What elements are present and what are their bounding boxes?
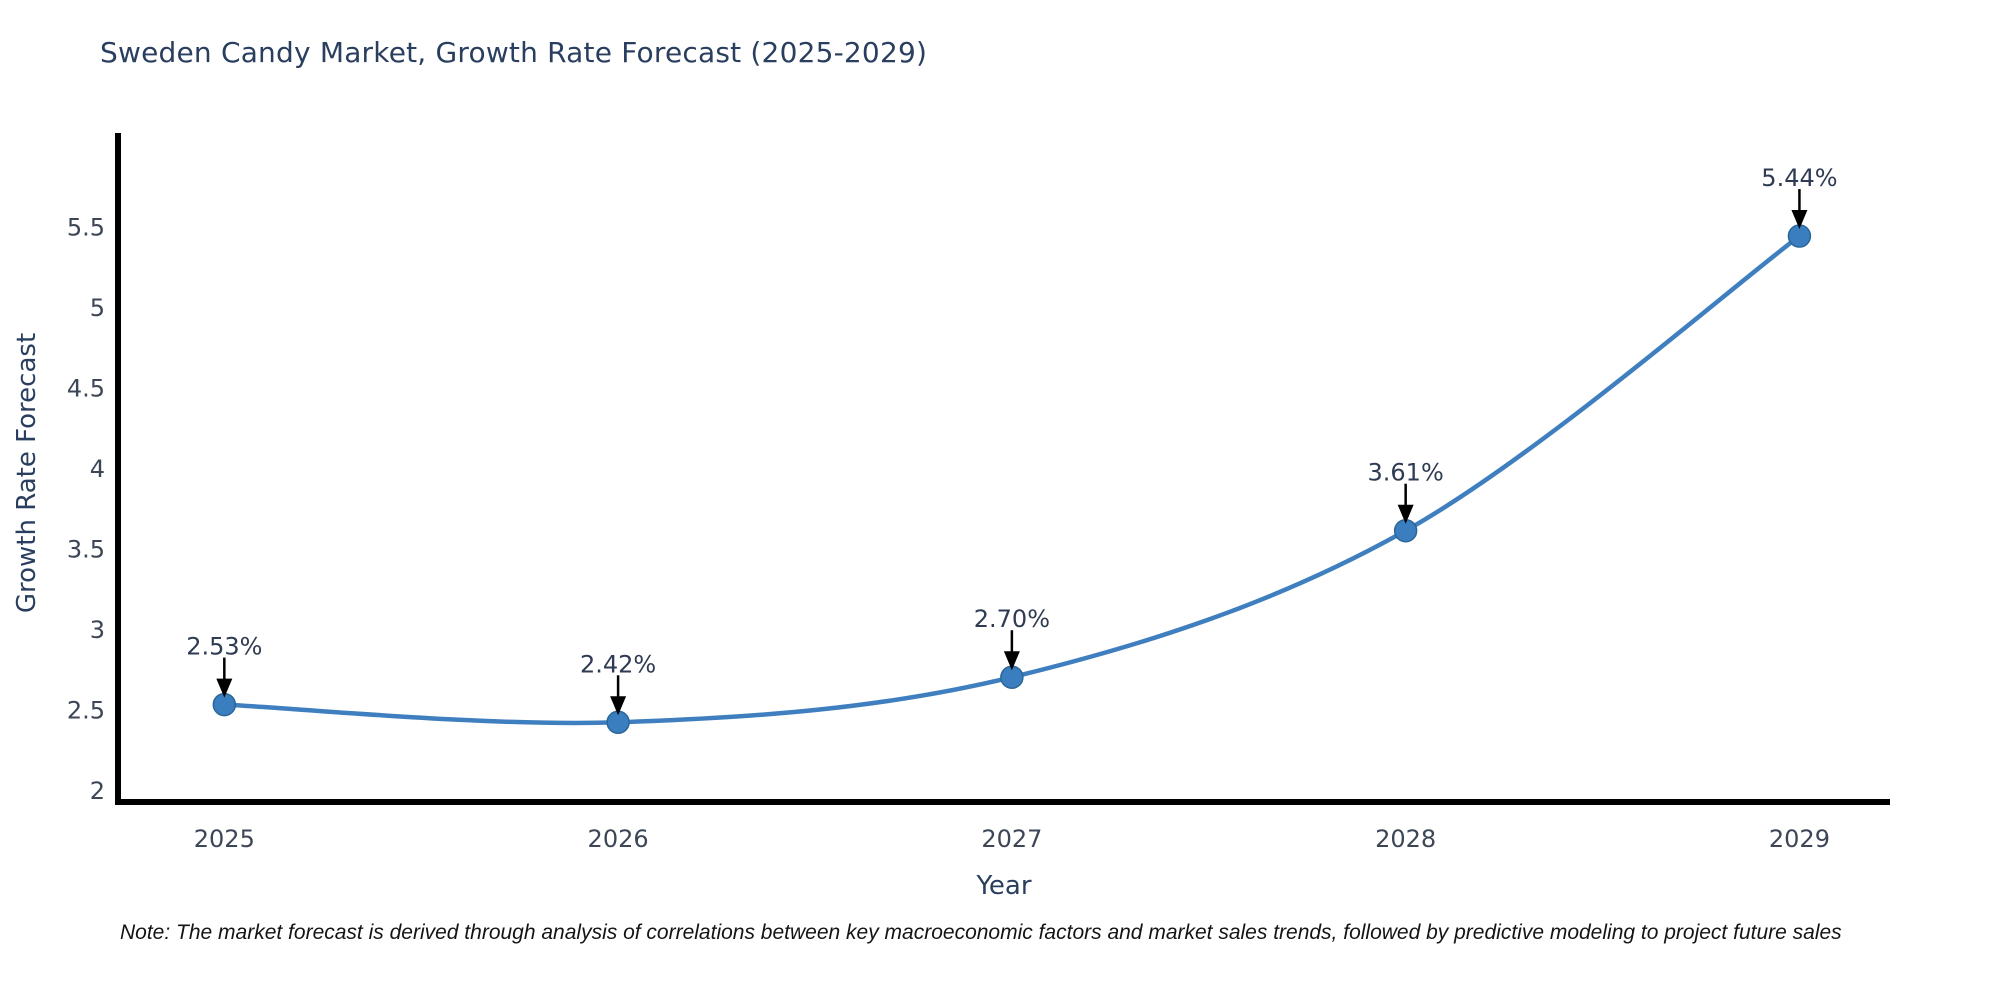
data-curve xyxy=(222,233,1802,726)
point-value-label: 5.44% xyxy=(1761,164,1837,192)
y-tick-label: 5 xyxy=(90,294,105,322)
point-value-label: 3.61% xyxy=(1368,459,1444,487)
x-tick-label: 2026 xyxy=(588,825,649,853)
y-tick-label: 2 xyxy=(90,777,105,805)
x-tick-label: 2029 xyxy=(1769,825,1830,853)
x-tick-label: 2028 xyxy=(1375,825,1436,853)
y-tick-label: 4 xyxy=(90,455,105,483)
y-axis-title: Growth Rate Forecast xyxy=(12,332,42,614)
y-tick-label: 3 xyxy=(90,616,105,644)
point-value-label: 2.42% xyxy=(580,650,656,678)
point-value-label: 2.53% xyxy=(186,633,262,661)
y-tick-label: 4.5 xyxy=(67,374,105,402)
x-tick-label: 2027 xyxy=(981,825,1042,853)
x-tick-label: 2025 xyxy=(194,825,255,853)
y-tick-label: 2.5 xyxy=(67,696,105,724)
y-tick-label: 5.5 xyxy=(67,213,105,241)
point-value-label: 2.70% xyxy=(974,605,1050,633)
annotation-arrow-head xyxy=(216,678,233,698)
y-tick-label: 3.5 xyxy=(67,535,105,563)
chart-title: Sweden Candy Market, Growth Rate Forecas… xyxy=(100,36,928,69)
annotation-arrow-head xyxy=(1397,504,1414,524)
x-axis-title: Year xyxy=(976,871,1032,901)
annotation-arrow-head xyxy=(1791,210,1808,230)
annotation-arrow-head xyxy=(1003,651,1020,671)
footnote: Note: The market forecast is derived thr… xyxy=(120,921,1842,944)
annotation-arrow-head xyxy=(610,696,627,716)
